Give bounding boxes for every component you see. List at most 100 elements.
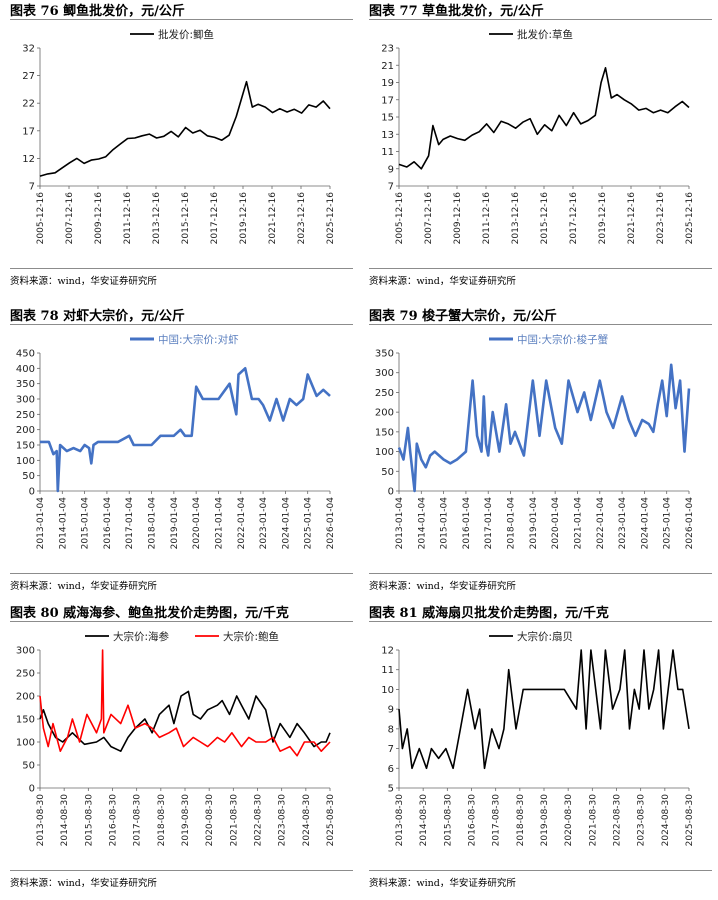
legend-label: 大宗价:海参 [113,630,170,643]
chart-crucian-carp: 7 12 17 22 27 32 2005-12-16 2007-12-16 2009-12-1… [22,28,336,245]
y-tick-label: 22 [22,99,35,110]
x-tick-label: 2013-12-16 [152,192,162,245]
x-tick-label: 2020-01-04 [192,497,202,550]
panel-title: 图表 80 威海海参、鲍鱼批发价走势图，元/千克 [10,606,289,621]
panel-sea-cucumber-abalone: 图表 80 威海海参、鲍鱼批发价走势图，元/千克 0 50 100 150 200 250… [0,602,359,897]
panel-grass-carp: 图表 77 草鱼批发价，元/公斤 7 9 11 13 15 17 19 21 23 2005-12… [359,0,718,295]
y-tick-label: 27 [22,71,35,82]
y-tick-label: 100 [16,456,35,467]
x-tick-label: 2024-01-04 [640,497,650,550]
x-tick-label: 2023-01-04 [618,497,628,550]
source-note: 资料来源：wind，华安证券研究所 [10,878,157,889]
x-tick-label: 2025-01-04 [304,497,314,550]
x-tick-label: 2020-01-04 [551,497,561,550]
y-tick-label: 8 [388,724,394,735]
x-tick-label: 2013-12-16 [511,192,521,245]
y-tick-label: 100 [16,738,35,749]
panel-title: 图表 81 威海扇贝批发价走势图，元/千克 [369,606,609,621]
y-tick-label: 11 [381,665,394,676]
y-tick-label: 350 [16,379,35,390]
x-tick-label: 2019-08-30 [181,794,191,847]
panel-title: 图表 78 对虾大宗价，元/公斤 [10,309,185,324]
series-line [39,649,331,757]
x-tick-label: 2025-12-16 [685,192,695,245]
chart-shrimp: 0 50 100 150 200 250 300 350 400 450 2013-01-04 201… [16,333,336,550]
chart-swimming-crab: 0 50 100 150 200 250 300 350 2013-01-04 2014-01-0… [375,333,695,550]
x-tick-label: 2025-08-30 [326,794,336,847]
y-tick-label: 15 [381,113,394,124]
legend-label: 中国:大宗价:梭子蟹 [517,333,609,346]
x-tick-label: 2020-08-30 [564,794,574,847]
x-tick-label: 2015-08-30 [84,794,94,847]
x-tick-label: 2016-01-04 [103,497,113,550]
y-tick-label: 50 [22,471,35,482]
x-tick-label: 2021-12-16 [268,192,278,245]
x-tick-label: 2021-12-16 [627,192,637,245]
y-tick-label: 12 [381,646,394,657]
y-tick-label: 250 [16,410,35,421]
legend-label: 批发价:草鱼 [517,28,573,41]
panel-title: 图表 79 梭子蟹大宗价，元/公斤 [369,309,557,324]
panel-scallop: 图表 81 威海扇贝批发价走势图，元/千克 5 6 7 8 9 10 11 12 2013-08… [359,602,718,897]
divider [369,324,712,325]
panel-swimming-crab: 图表 79 梭子蟹大宗价，元/公斤 0 50 100 150 200 250 300 350 2… [359,305,718,600]
x-tick-label: 2019-12-16 [598,192,608,245]
x-tick-label: 2026-01-04 [326,497,336,550]
y-tick-label: 11 [381,147,394,158]
legend-label: 大宗价:鲍鱼 [223,630,279,643]
y-tick-label: 350 [375,349,394,360]
x-tick-label: 2023-12-16 [297,192,307,245]
y-tick-label: 32 [22,44,35,55]
x-tick-label: 2021-01-04 [573,497,583,550]
x-tick-label: 2013-01-04 [36,497,46,550]
legend-label: 大宗价:扇贝 [517,630,573,643]
x-tick-label: 2007-12-16 [424,192,434,245]
x-tick-label: 2022-08-30 [613,794,623,847]
y-tick-label: 12 [22,154,35,165]
y-tick-label: 9 [388,705,394,716]
x-tick-label: 2018-08-30 [157,794,167,847]
x-tick-label: 2017-08-30 [492,794,502,847]
x-tick-label: 2011-12-16 [123,192,133,245]
y-tick-label: 200 [16,425,35,436]
x-tick-label: 2019-01-04 [170,497,180,550]
y-tick-label: 50 [381,467,394,478]
x-tick-label: 2013-08-30 [36,794,46,847]
y-tick-label: 200 [375,408,394,419]
y-tick-label: 21 [381,61,394,72]
y-tick-label: 300 [16,646,35,657]
source-note: 资料来源：wind，华安证券研究所 [369,878,516,889]
source-note: 资料来源：wind，华安证券研究所 [10,276,157,287]
source-note: 资料来源：wind，华安证券研究所 [10,581,157,592]
x-tick-label: 2009-12-16 [453,192,463,245]
y-tick-label: 400 [16,364,35,375]
source-note: 资料来源：wind，华安证券研究所 [369,276,516,287]
y-tick-label: 200 [16,692,35,703]
divider [10,870,353,871]
x-tick-label: 2021-08-30 [588,794,598,847]
y-tick-label: 7 [29,182,35,193]
x-tick-label: 2014-01-04 [417,497,427,550]
x-tick-label: 2024-08-30 [302,794,312,847]
panel-crucian-carp: 图表 76 鲫鱼批发价，元/公斤 7 12 17 22 27 32 2005-12-16 20… [0,0,359,295]
x-tick-label: 2019-12-16 [239,192,249,245]
x-tick-label: 2017-01-04 [125,497,135,550]
y-tick-label: 19 [381,78,394,89]
x-tick-label: 2015-08-30 [443,794,453,847]
legend-label: 批发价:鲫鱼 [158,28,214,41]
x-tick-label: 2023-08-30 [637,794,647,847]
y-tick-label: 7 [388,182,394,193]
x-tick-label: 2020-08-30 [205,794,215,847]
y-tick-label: 150 [16,715,35,726]
x-tick-label: 2018-01-04 [507,497,517,550]
x-tick-label: 2021-01-04 [214,497,224,550]
x-tick-label: 2023-01-04 [259,497,269,550]
y-tick-label: 100 [375,447,394,458]
x-tick-label: 2015-01-04 [81,497,91,550]
divider [10,621,353,622]
panel-title: 图表 76 鲫鱼批发价，元/公斤 [10,4,185,19]
x-tick-label: 2015-01-04 [440,497,450,550]
y-tick-label: 50 [22,761,35,772]
x-tick-label: 2016-08-30 [109,794,119,847]
x-tick-label: 2014-01-04 [58,497,68,550]
